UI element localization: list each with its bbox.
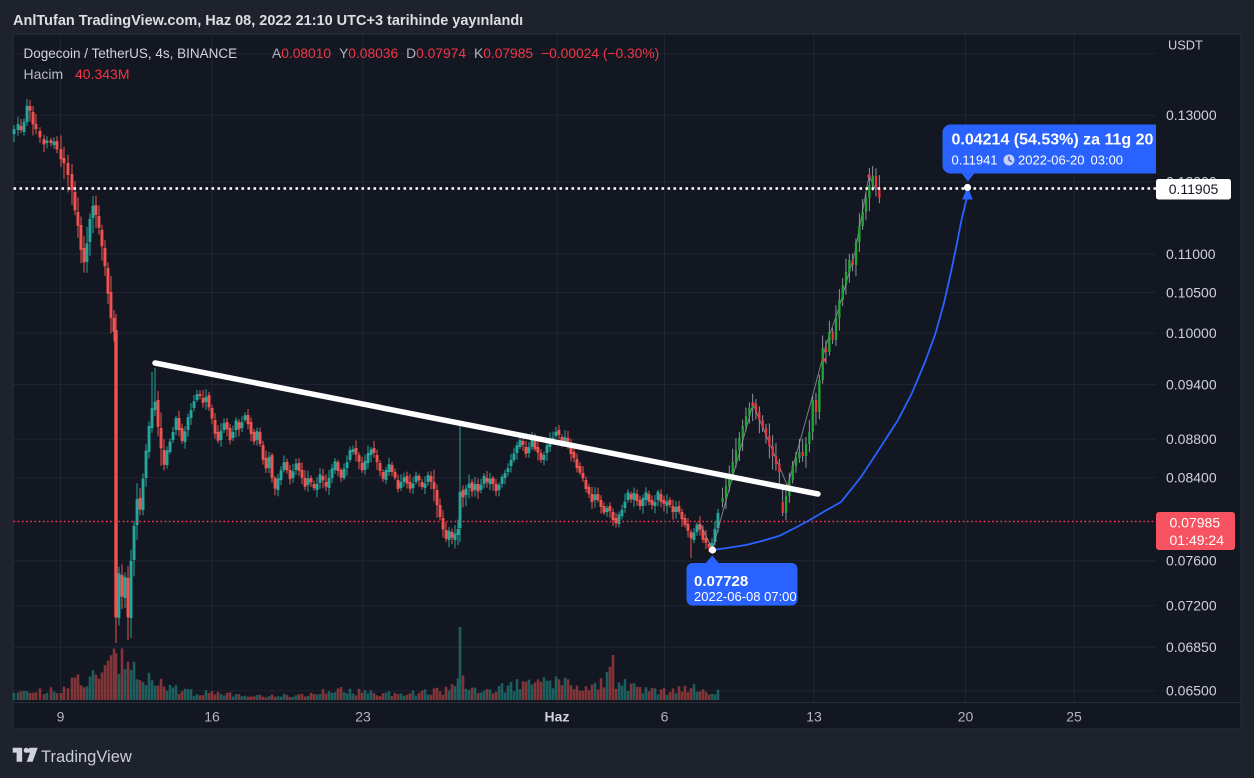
svg-text:0.08800: 0.08800 <box>1166 431 1217 447</box>
svg-text:0.11000: 0.11000 <box>1166 246 1216 262</box>
svg-text:TradingView: TradingView <box>41 748 132 766</box>
svg-text:0.08400: 0.08400 <box>1166 470 1217 486</box>
svg-text:0.10000: 0.10000 <box>1166 325 1217 341</box>
svg-text:0.09400: 0.09400 <box>1166 376 1217 392</box>
svg-text:Hacim: Hacim <box>24 66 64 82</box>
svg-text:23: 23 <box>355 709 371 725</box>
svg-text:0.07728: 0.07728 <box>694 573 748 590</box>
svg-text:0.11905: 0.11905 <box>1169 181 1219 197</box>
svg-text:16: 16 <box>204 709 220 725</box>
svg-text:Dogecoin / TetherUS, 4s, BINAN: Dogecoin / TetherUS, 4s, BINANCE <box>24 46 238 61</box>
svg-text:AnlTufan TradingView.com, Haz: AnlTufan TradingView.com, Haz 08, 2022 2… <box>13 13 523 29</box>
svg-text:0.06850: 0.06850 <box>1166 639 1217 655</box>
svg-text:0.06500: 0.06500 <box>1166 683 1217 699</box>
svg-text:Haz: Haz <box>545 709 570 725</box>
svg-text:25: 25 <box>1066 709 1082 725</box>
svg-text:2022-06-08 07:00: 2022-06-08 07:00 <box>694 589 797 604</box>
svg-text:6: 6 <box>661 709 669 725</box>
svg-text:0.07985: 0.07985 <box>1170 515 1221 531</box>
svg-text:USDT: USDT <box>1168 38 1203 53</box>
svg-text:0.13000: 0.13000 <box>1166 107 1217 123</box>
svg-text:13: 13 <box>806 709 822 725</box>
svg-text:01:49:24: 01:49:24 <box>1170 532 1225 548</box>
svg-text:0.10500: 0.10500 <box>1166 284 1217 300</box>
svg-text:9: 9 <box>57 709 65 725</box>
svg-text:20: 20 <box>958 709 974 725</box>
svg-text:0.11941: 0.11941 <box>952 153 998 168</box>
svg-text:0.07600: 0.07600 <box>1166 553 1217 569</box>
svg-text:0.07200: 0.07200 <box>1166 598 1217 614</box>
svg-text:40.343M: 40.343M <box>75 66 129 82</box>
svg-text:0.04214 (54.53%) za 11g 20: 0.04214 (54.53%) za 11g 20 <box>952 132 1154 149</box>
